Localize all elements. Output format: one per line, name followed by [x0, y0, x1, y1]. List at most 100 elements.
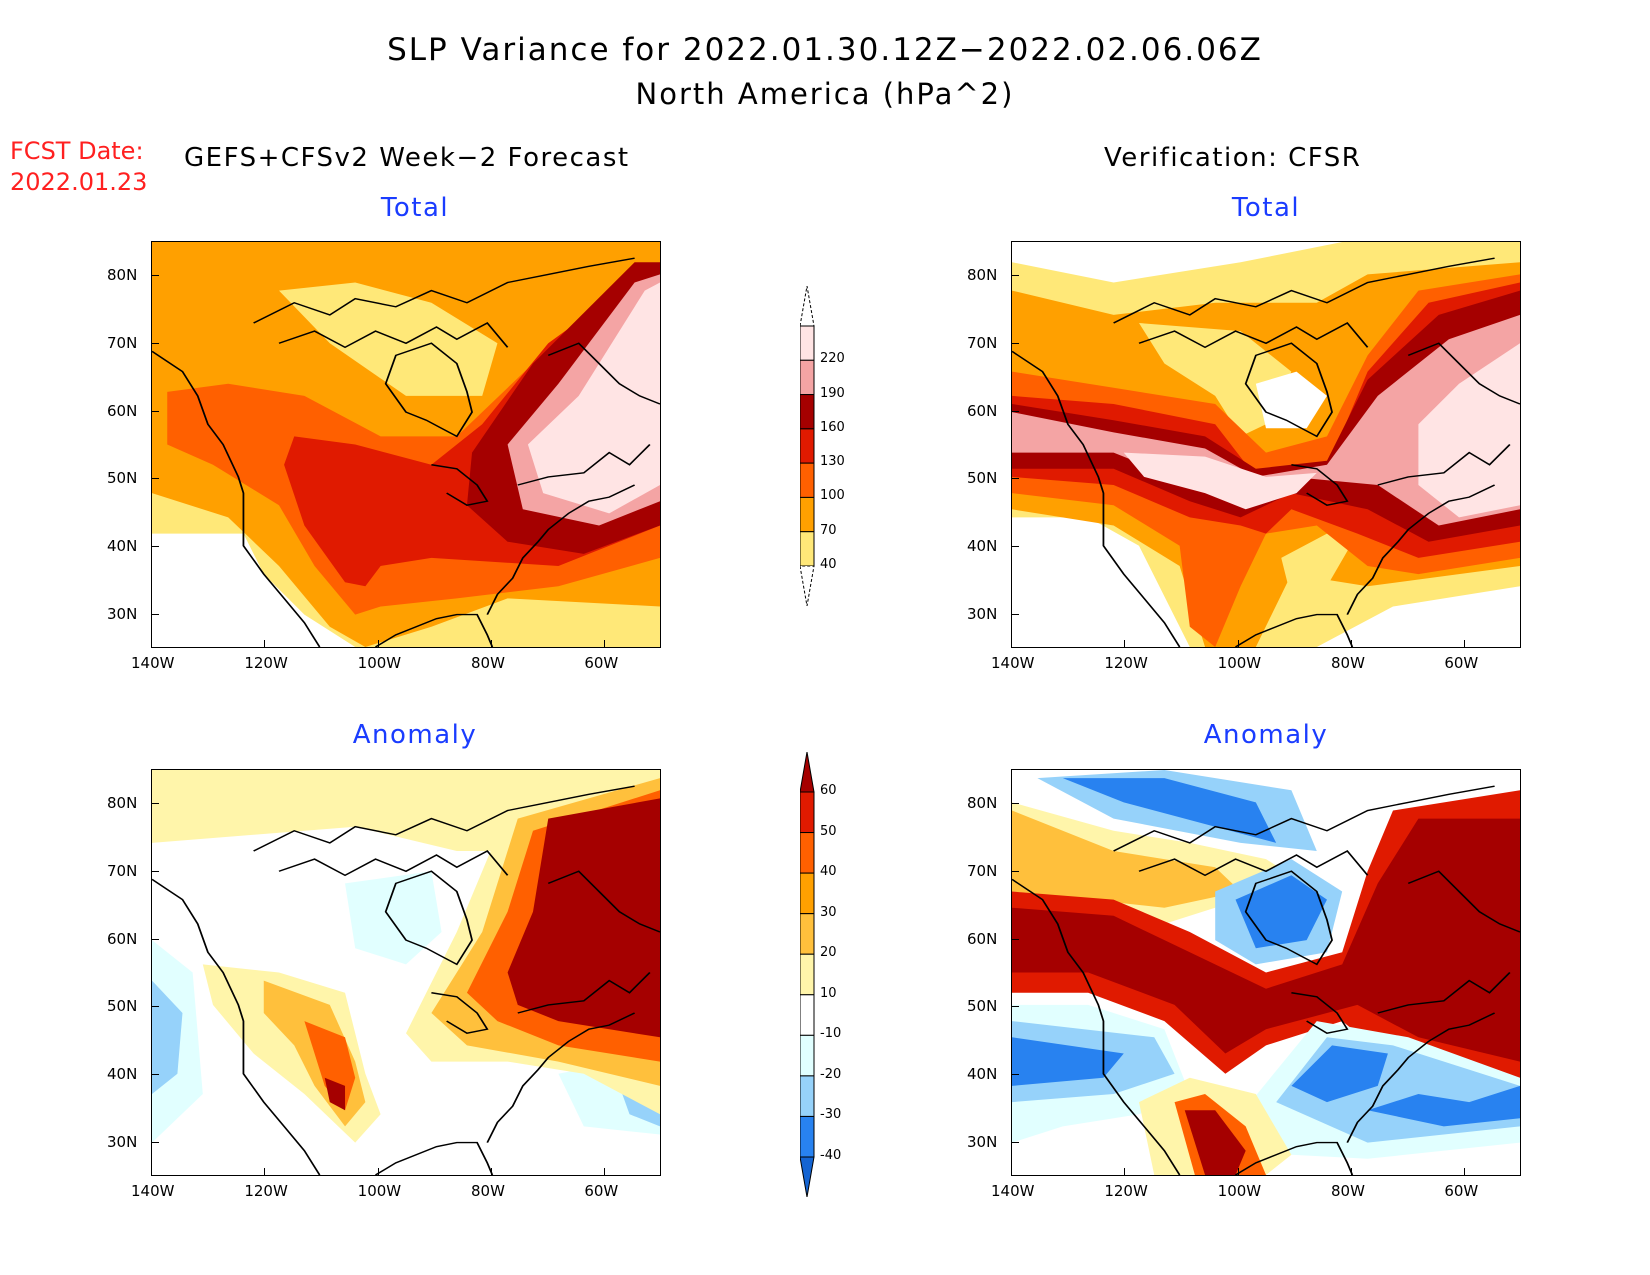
y-tick-mark — [151, 1006, 159, 1008]
y-tick-label: 80N — [107, 265, 138, 284]
y-tick-mark — [151, 274, 159, 276]
contour-neg30-east — [1291, 1045, 1388, 1103]
colorbar-segment — [800, 359, 815, 396]
x-tick-mark — [1011, 1168, 1012, 1176]
colorbar-label: 220 — [820, 351, 845, 367]
x-tick-label: 140W — [131, 1182, 175, 1200]
contour-above-220-east — [1418, 343, 1520, 518]
contour-above-60 — [1012, 818, 1520, 1062]
y-tick-label: 30N — [967, 605, 998, 624]
y-tick-mark — [1011, 802, 1019, 804]
y-tick-mark — [1011, 870, 1019, 872]
x-tick-mark — [604, 640, 606, 648]
x-tick-label: 80W — [1331, 654, 1365, 672]
y-tick-label: 50N — [107, 469, 138, 488]
y-tick-label: 60N — [967, 929, 998, 948]
x-tick-label: 120W — [244, 654, 288, 672]
x-tick-label: 60W — [1444, 1182, 1479, 1200]
colorbar-label: 20 — [820, 945, 837, 961]
y-tick-label: 40N — [107, 537, 138, 556]
y-tick-label: 80N — [967, 793, 998, 812]
x-tick-label: 60W — [1444, 654, 1479, 672]
contour-neg30-southeast — [1367, 1085, 1520, 1127]
y-tick-label: 30N — [107, 1133, 138, 1152]
x-tick-label: 60W — [584, 1182, 619, 1200]
colorbar-segment — [800, 913, 815, 955]
y-tick-mark — [1011, 410, 1019, 412]
y-tick-mark — [1011, 1142, 1019, 1144]
colorbar-segment — [800, 531, 815, 567]
x-tick-label: 100W — [1217, 1182, 1262, 1200]
contour-neg30-west — [1012, 1037, 1124, 1086]
y-tick-label: 50N — [967, 997, 998, 1016]
y-tick-label: 80N — [967, 265, 998, 284]
contour-low-hudson — [1255, 371, 1327, 429]
y-tick-mark — [1011, 546, 1019, 548]
x-tick-label: 80W — [471, 654, 505, 672]
colorbar-label: -30 — [820, 1107, 842, 1123]
x-tick-label: 120W — [1104, 654, 1148, 672]
x-tick-mark — [1351, 1168, 1352, 1176]
y-tick-label: 70N — [107, 333, 138, 352]
colorbar-label: 10 — [820, 985, 837, 1001]
x-tick-mark — [377, 640, 379, 648]
x-tick-mark — [1011, 640, 1012, 648]
y-tick-mark — [151, 478, 159, 480]
colorbar-segment — [800, 1034, 815, 1077]
colorbar-segment — [800, 791, 815, 834]
x-tick-mark — [1124, 1168, 1126, 1176]
y-tick-label: 50N — [967, 469, 998, 488]
colorbar-arrow-top — [800, 286, 815, 327]
contour-above-60-east — [507, 798, 660, 1038]
contour-40-70-south — [1281, 533, 1358, 599]
panel-title-fcst-anomaly: Anomaly — [352, 720, 478, 750]
y-tick-label: 60N — [107, 401, 138, 420]
x-tick-label: 80W — [1331, 1182, 1365, 1200]
colorbar-label: 160 — [820, 419, 845, 435]
map-verification-anomaly — [1011, 769, 1521, 1176]
x-tick-mark — [1351, 640, 1352, 648]
colorbar-label: -20 — [820, 1066, 842, 1082]
colorbar-segment — [800, 994, 815, 1036]
y-tick-mark — [151, 410, 159, 412]
colorbar-segment — [800, 872, 815, 915]
figure-subtitle: North America (hPa^2) — [635, 77, 1015, 111]
y-tick-label: 60N — [107, 929, 138, 948]
colorbar-label: -40 — [820, 1148, 842, 1163]
y-tick-label: 70N — [967, 861, 998, 880]
colorbar-label: 100 — [820, 488, 845, 504]
y-tick-label: 30N — [107, 605, 138, 624]
x-tick-mark — [1237, 1168, 1239, 1176]
y-tick-label: 30N — [967, 1133, 998, 1152]
contour-neg-central — [345, 871, 442, 965]
x-tick-mark — [151, 640, 152, 648]
x-tick-label: 100W — [1217, 654, 1262, 672]
x-tick-mark — [151, 1168, 152, 1176]
x-tick-mark — [264, 1168, 266, 1176]
y-tick-label: 40N — [967, 537, 998, 556]
colorbar-label: 40 — [820, 864, 837, 880]
contour-40-70-north — [1139, 323, 1292, 437]
x-tick-mark — [377, 1168, 379, 1176]
figure-title: SLP Variance for 2022.01.30.12Z−2022.02.… — [387, 32, 1263, 68]
contour-above-60-gulf — [1184, 1110, 1246, 1175]
contour-above-220 — [527, 282, 660, 514]
contour-above-220 — [1123, 452, 1317, 510]
x-tick-label: 120W — [1104, 1182, 1148, 1200]
y-tick-mark — [1011, 614, 1019, 616]
x-tick-label: 120W — [244, 1182, 288, 1200]
x-tick-mark — [1464, 640, 1466, 648]
y-tick-label: 70N — [967, 333, 998, 352]
x-tick-mark — [491, 1168, 492, 1176]
panel-title-obs-total: Total — [1231, 193, 1301, 223]
y-tick-mark — [151, 546, 159, 548]
y-tick-mark — [151, 1074, 159, 1076]
x-tick-label: 100W — [357, 654, 402, 672]
colorbar-segment — [800, 428, 815, 464]
x-tick-label: 80W — [471, 1182, 505, 1200]
colorbar-segment — [800, 1075, 815, 1117]
y-tick-label: 60N — [967, 401, 998, 420]
map-forecast-anomaly — [151, 769, 661, 1176]
contour-neg20-west — [152, 980, 183, 1094]
y-tick-mark — [1011, 274, 1019, 276]
